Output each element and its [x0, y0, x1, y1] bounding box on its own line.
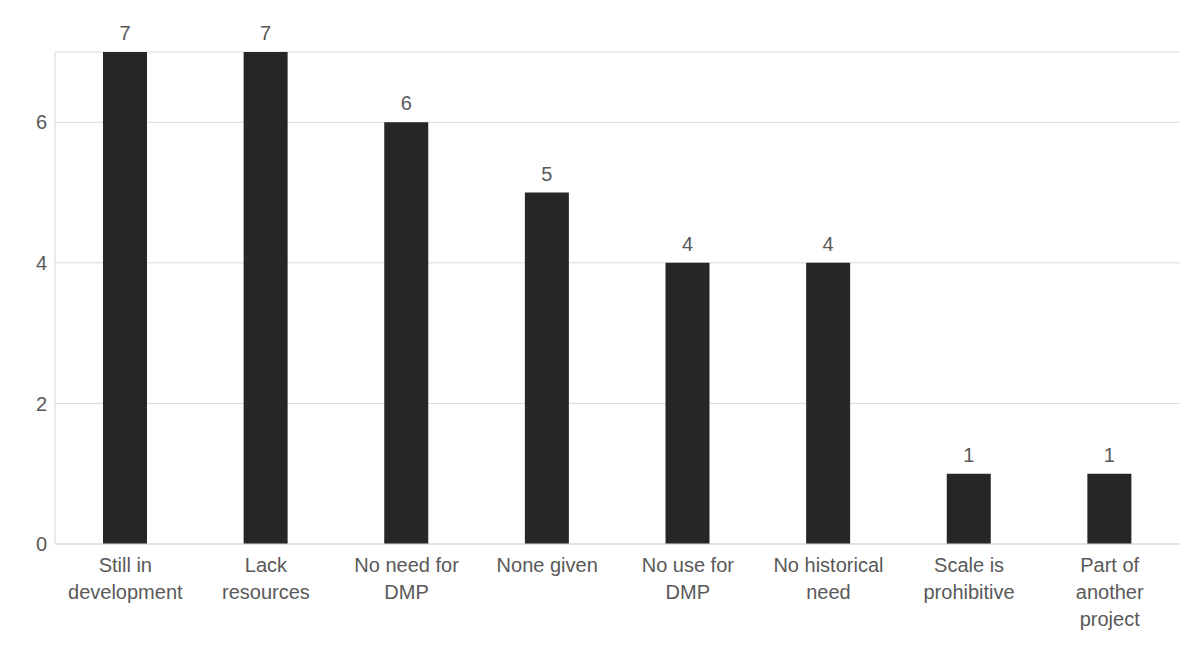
svg-text:Part ofanotherproject: Part ofanotherproject	[1076, 554, 1144, 630]
svg-text:4: 4	[36, 252, 47, 274]
svg-text:6: 6	[36, 111, 47, 133]
svg-text:1: 1	[1104, 444, 1115, 466]
svg-text:Scale isprohibitive: Scale isprohibitive	[923, 554, 1014, 603]
svg-text:5: 5	[541, 163, 552, 185]
svg-text:No use forDMP: No use forDMP	[642, 554, 735, 603]
svg-text:7: 7	[260, 22, 271, 44]
svg-text:No need forDMP: No need forDMP	[354, 554, 459, 603]
svg-text:No historicalneed: No historicalneed	[773, 554, 883, 603]
svg-text:4: 4	[682, 233, 693, 255]
svg-text:Still indevelopment: Still indevelopment	[68, 554, 183, 603]
svg-text:None given: None given	[497, 554, 598, 576]
svg-text:7: 7	[119, 22, 130, 44]
svg-text:6: 6	[401, 92, 412, 114]
svg-text:4: 4	[823, 233, 834, 255]
svg-text:Lackresources: Lackresources	[222, 554, 310, 603]
svg-text:2: 2	[36, 393, 47, 415]
svg-text:0: 0	[36, 533, 47, 555]
svg-text:1: 1	[963, 444, 974, 466]
